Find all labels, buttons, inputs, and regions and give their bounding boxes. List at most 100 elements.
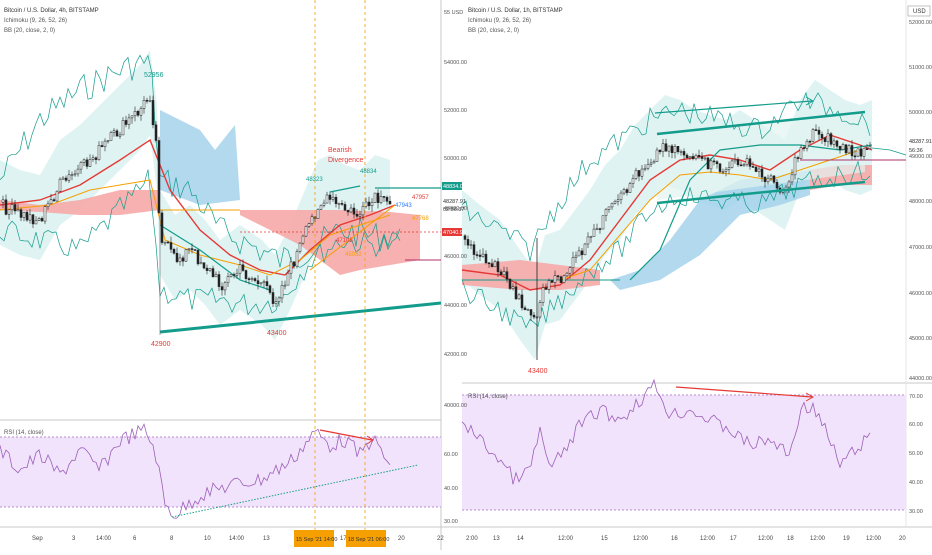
right-time-tick: 12:00 xyxy=(558,536,574,542)
right-price-tick: 48000.00 xyxy=(909,199,932,205)
candle-body xyxy=(859,148,863,157)
left-price-tick: 44000.00 xyxy=(444,303,467,309)
candle-body xyxy=(136,110,140,116)
left-bb-lower xyxy=(0,169,401,316)
candle-body xyxy=(658,149,662,153)
candle-body xyxy=(277,297,281,302)
right-time-tick: 14 xyxy=(517,536,524,542)
right-legend-ichimoku: Ichimoku (9, 26, 52, 26) xyxy=(468,18,531,24)
candle-body xyxy=(145,99,149,102)
candle-body xyxy=(595,228,599,230)
right-legend-symbol: Bitcoin / U.S. Dollar, 1h, BITSTAMP xyxy=(468,8,563,14)
candle-body xyxy=(673,146,677,153)
left-rsi-line xyxy=(0,423,391,519)
candle-body xyxy=(793,157,797,176)
label-42900: 42900 xyxy=(151,341,171,348)
candle-body xyxy=(79,162,83,170)
candle-body xyxy=(160,212,164,243)
currency-button[interactable]: USD xyxy=(913,9,926,15)
candle-body xyxy=(352,207,356,215)
candle-body xyxy=(121,120,125,136)
candle-body xyxy=(808,140,812,143)
left-legend-bb: BB (20, close, 2, 0) xyxy=(4,28,55,34)
label-48834: 48834 xyxy=(360,169,377,175)
candle-body xyxy=(310,216,314,224)
right-tenkan xyxy=(559,149,861,281)
right-time-tick: 12:00 xyxy=(700,536,716,542)
candle-body xyxy=(376,192,380,203)
candle-body xyxy=(184,249,188,262)
candle-body xyxy=(175,252,179,263)
candle-body xyxy=(262,281,266,283)
label-45932: 45932 xyxy=(345,252,362,258)
candle-body xyxy=(763,176,767,183)
candle-body xyxy=(211,268,215,278)
candle-body xyxy=(148,100,152,102)
bearish-label: Bearish xyxy=(328,147,352,154)
candle-body xyxy=(646,164,650,169)
right-channel-lower xyxy=(656,180,866,205)
candle-body xyxy=(628,183,632,193)
candle-body xyxy=(370,202,374,207)
right-rsi-arrow-icon xyxy=(805,392,815,402)
label-47943: 47943 xyxy=(395,203,412,209)
candle-body xyxy=(868,146,872,149)
currency-button-bg[interactable] xyxy=(907,5,931,17)
candle-body xyxy=(133,110,137,117)
candle-body xyxy=(199,262,203,265)
candle-body xyxy=(94,157,98,160)
candle-body xyxy=(16,209,20,212)
candle-body xyxy=(823,137,827,142)
right-time-tick: 16 xyxy=(671,536,678,542)
candle-body xyxy=(514,286,518,300)
candle-body xyxy=(538,302,542,318)
candle-body xyxy=(469,244,473,246)
candle-body xyxy=(487,262,491,265)
candle-body xyxy=(577,250,581,257)
right-channel-upper xyxy=(656,110,866,136)
candle-body xyxy=(271,292,275,304)
candle-body xyxy=(10,204,14,210)
right-chikou xyxy=(629,144,873,281)
candle-body xyxy=(334,196,338,205)
candle-body xyxy=(529,309,533,316)
right-time-tick: 2:00 xyxy=(466,536,478,542)
right-rsi-tick: 30.00 xyxy=(909,509,923,515)
candle-body xyxy=(46,203,50,207)
candle-body xyxy=(664,143,668,152)
candle-body xyxy=(541,287,545,303)
candle-body xyxy=(202,262,206,269)
candle-body xyxy=(748,158,752,167)
candle-body xyxy=(181,257,185,262)
right-rsi-tick: 50.00 xyxy=(909,451,923,457)
candle-body xyxy=(700,156,704,159)
candle-body xyxy=(472,244,476,255)
candle-body xyxy=(583,243,587,256)
candle-body xyxy=(286,272,290,286)
candle-body xyxy=(232,274,236,276)
candle-body xyxy=(190,248,194,250)
candle-body xyxy=(772,175,776,183)
candle-body xyxy=(91,157,95,160)
candle-body xyxy=(373,192,377,203)
right-price-tick: 49000.00 xyxy=(909,154,932,160)
candle-body xyxy=(643,167,647,170)
candle-body xyxy=(775,182,779,189)
time-highlight-2-bg xyxy=(346,530,386,547)
right-time-tick: 19 xyxy=(843,536,850,542)
candle-body xyxy=(172,249,176,254)
right-channel-arrow-icon xyxy=(805,96,815,106)
candle-body xyxy=(340,203,344,205)
candle-body xyxy=(835,140,839,147)
right-price-axis: 52000.00 51000.00 50000.00 49000.00 4800… xyxy=(909,20,932,382)
candle-body xyxy=(676,146,680,152)
top-usd-tag: 55 USD xyxy=(444,10,463,16)
candle-body xyxy=(616,199,620,202)
candle-body xyxy=(322,202,326,206)
candle-body xyxy=(220,286,224,291)
left-orange-trend xyxy=(309,204,396,271)
left-price-axis: 54000.00 52000.00 50000.00 48000.00 4600… xyxy=(444,60,467,409)
candle-body xyxy=(745,158,749,165)
candle-body xyxy=(670,145,674,153)
candle-body xyxy=(298,242,302,252)
